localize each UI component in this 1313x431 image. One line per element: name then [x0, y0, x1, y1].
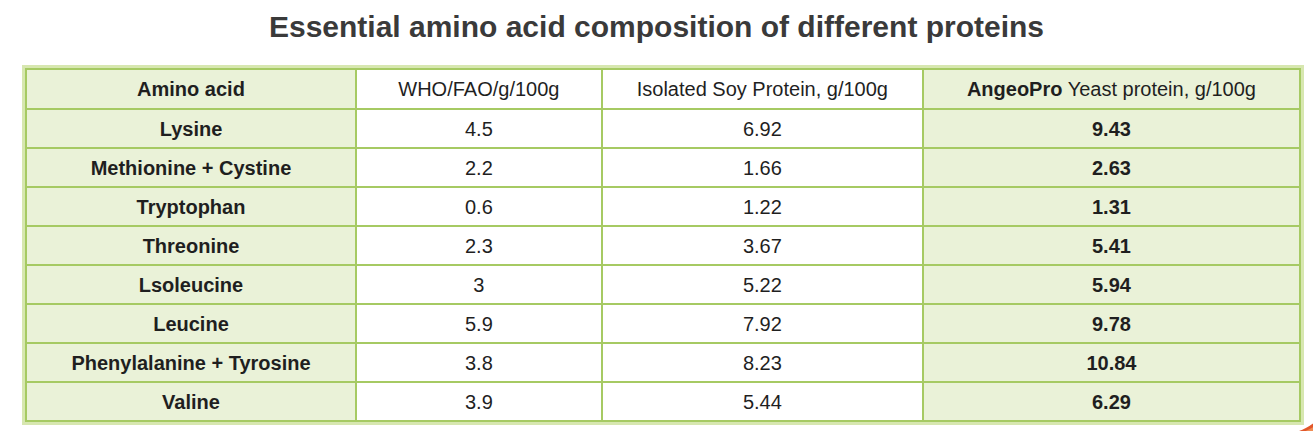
who-fao-value: 2.2	[356, 148, 602, 187]
soy-protein-value: 1.66	[602, 148, 923, 187]
table-row: Lsoleucine35.225.94	[26, 265, 1300, 304]
table-row: Leucine5.97.929.78	[26, 304, 1300, 343]
amino-acid-name: Leucine	[26, 304, 356, 343]
soy-protein-value: 1.22	[602, 187, 923, 226]
table-row: Phenylalanine + Tyrosine3.88.2310.84	[26, 343, 1300, 382]
who-fao-value: 2.3	[356, 226, 602, 265]
angeopro-value: 5.94	[923, 265, 1300, 304]
table-row: Threonine2.33.675.41	[26, 226, 1300, 265]
soy-protein-value: 5.22	[602, 265, 923, 304]
angeopro-value: 9.78	[923, 304, 1300, 343]
who-fao-value: 0.6	[356, 187, 602, 226]
angeopro-value: 9.43	[923, 109, 1300, 148]
col-header-soy-protein: Isolated Soy Protein, g/100g	[602, 69, 923, 109]
table-row: Tryptophan0.61.221.31	[26, 187, 1300, 226]
page-title: Essential amino acid composition of diff…	[0, 10, 1313, 44]
soy-protein-value: 8.23	[602, 343, 923, 382]
angeopro-value: 2.63	[923, 148, 1300, 187]
col-header-who-fao: WHO/FAO/g/100g	[356, 69, 602, 109]
table-row: Valine3.95.446.29	[26, 382, 1300, 421]
soy-protein-value: 5.44	[602, 382, 923, 421]
who-fao-value: 5.9	[356, 304, 602, 343]
angeopro-brand-label: AngeoPro	[967, 78, 1063, 100]
who-fao-value: 3.8	[356, 343, 602, 382]
table-body: Lysine4.56.929.43Methionine + Cystine2.2…	[26, 109, 1300, 421]
who-fao-value: 4.5	[356, 109, 602, 148]
amino-acid-name: Phenylalanine + Tyrosine	[26, 343, 356, 382]
amino-acid-table: Amino acid WHO/FAO/g/100g Isolated Soy P…	[25, 68, 1301, 422]
col-header-amino-acid: Amino acid	[26, 69, 356, 109]
table-row: Lysine4.56.929.43	[26, 109, 1300, 148]
amino-acid-name: Tryptophan	[26, 187, 356, 226]
angeopro-value: 6.29	[923, 382, 1300, 421]
angeopro-value: 1.31	[923, 187, 1300, 226]
angeopro-rest-label: Yeast protein, g/100g	[1062, 78, 1256, 100]
col-header-angeopro: AngeoPro Yeast protein, g/100g	[923, 69, 1300, 109]
amino-acid-name: Valine	[26, 382, 356, 421]
angeopro-value: 10.84	[923, 343, 1300, 382]
orange-swoosh-decoration	[1293, 422, 1313, 431]
who-fao-value: 3.9	[356, 382, 602, 421]
amino-acid-name: Lsoleucine	[26, 265, 356, 304]
who-fao-value: 3	[356, 265, 602, 304]
soy-protein-value: 7.92	[602, 304, 923, 343]
soy-protein-value: 3.67	[602, 226, 923, 265]
soy-protein-value: 6.92	[602, 109, 923, 148]
amino-acid-name: Methionine + Cystine	[26, 148, 356, 187]
header-row: Amino acid WHO/FAO/g/100g Isolated Soy P…	[26, 69, 1300, 109]
amino-acid-name: Lysine	[26, 109, 356, 148]
amino-acid-table-container: Amino acid WHO/FAO/g/100g Isolated Soy P…	[25, 68, 1301, 422]
angeopro-value: 5.41	[923, 226, 1300, 265]
amino-acid-name: Threonine	[26, 226, 356, 265]
table-row: Methionine + Cystine2.21.662.63	[26, 148, 1300, 187]
